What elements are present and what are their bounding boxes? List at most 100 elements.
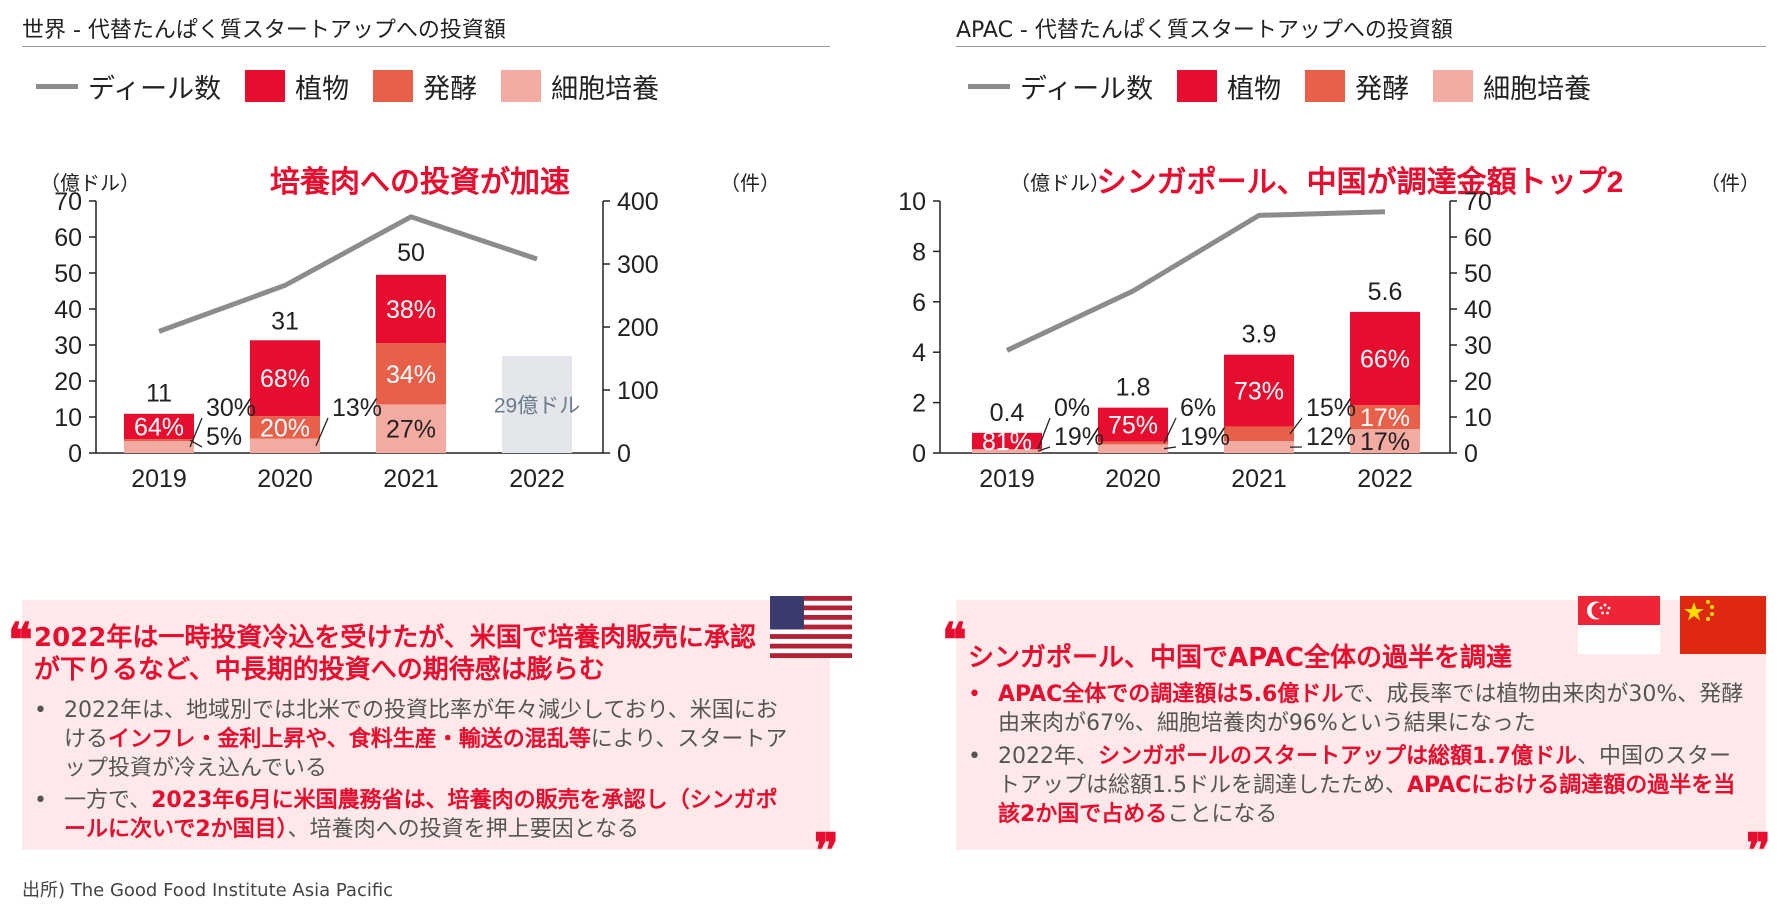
- left-bar-segment: [376, 404, 446, 453]
- right-b2-text-c: 、中国のスタートアップは総額1.5ドルを調達したため、: [998, 744, 1731, 798]
- left-ytick-left-label: 0: [68, 440, 82, 468]
- legend-ferment-swatch: [1305, 70, 1346, 102]
- right-bar-segment: [972, 432, 1042, 450]
- left-open-quote: ❞: [8, 593, 33, 647]
- left-ytick-right-label: 400: [617, 188, 659, 216]
- right-b2-text-d: APACにおける調達額の過半を当該2か国で占める: [998, 773, 1736, 827]
- right-xtick-label: 2019: [979, 465, 1035, 493]
- left-note: [22, 600, 830, 850]
- right-bar-segment: [1224, 354, 1294, 427]
- right-bar-percent-label: 19%: [1054, 423, 1104, 451]
- left-bar-percent-label: 5%: [206, 423, 242, 451]
- right-bar-segment: [1098, 407, 1168, 442]
- bullet-dot: •: [34, 788, 47, 813]
- right-ytick-right-label: 0: [1464, 440, 1478, 468]
- source-note: 出所) The Good Food Institute Asia Pacific: [22, 880, 394, 901]
- left-b1-text-c: により、スタートアップ投資が冷え込んでいる: [64, 727, 788, 781]
- left-b1-text-b: インフレ・金利上昇や、食料生産・輸送の混乱等: [108, 727, 591, 752]
- right-bar-percent-label: 75%: [1108, 412, 1158, 440]
- left-chart: （億ドル） 培養肉への投資が加速 （件） 0 10 20 30 40 50 60 70 0 100…: [40, 165, 780, 493]
- left-note-headline: 2022年は一時投資冷込を受けたが、米国で培養肉販売に承認が下りるなど、中長期的…: [34, 623, 756, 685]
- right-ytick-right-label: 10: [1464, 404, 1492, 432]
- left-bar-percent-label: 27%: [386, 416, 436, 444]
- right-header: APAC - 代替たんぱく質スタートアップへの投資額: [956, 18, 1453, 43]
- left-bar-total-label: 31: [271, 307, 299, 335]
- right-bar-percent-label: 81%: [982, 428, 1032, 456]
- left-bar-total-label: 50: [397, 239, 425, 267]
- legend-cell-label: 細胞培養: [551, 73, 660, 105]
- left-bar-percent-label: 30%: [206, 394, 256, 422]
- left-bar-segment: [124, 413, 194, 440]
- left-bar-percent-label: 64%: [134, 413, 184, 441]
- right-chart-title: シンガポール、中国が調達金額トップ2: [1097, 165, 1624, 199]
- right-xtick-label: 2020: [1105, 465, 1161, 493]
- left-bar-segment: [250, 340, 320, 417]
- left-ytick-right-label: 0: [617, 440, 631, 468]
- right-bar-segment: [1350, 405, 1420, 430]
- right-note-bullet-1: • APAC全体での調達額は5.6億ドルで、成長率では植物由来肉が30%、発酵由…: [968, 680, 1748, 738]
- right-y-unit-left: （億ドル）: [1010, 172, 1110, 195]
- us-flag-svg: [770, 596, 852, 658]
- left-bar-segment: [124, 439, 194, 442]
- left-bar-total-label: 11: [146, 379, 172, 407]
- right-bar-segment: [972, 449, 1042, 453]
- left-b2-text-b: 2023年6月に米国農務省は、培養肉の販売を承認し（シンガポールに次いで2か国目…: [64, 788, 778, 842]
- bullet-dot: •: [968, 682, 981, 707]
- right-note-bullet-2: • 2022年、シンガポールのスタートアップは総額1.7億ドル、中国のスタートア…: [968, 742, 1748, 829]
- right-ytick-right-label: 50: [1464, 260, 1492, 288]
- legend-cell-label: 細胞培養: [1483, 73, 1592, 105]
- left-ytick-left-label: 70: [54, 188, 82, 216]
- legend-cell-swatch: [501, 70, 542, 102]
- left-xtick-label: 2021: [383, 465, 439, 493]
- legend-deal-line: [36, 83, 78, 89]
- right-note-headline: シンガポール、中国でAPAC全体の過半を調達: [968, 643, 1512, 673]
- left-header: 世界 - 代替たんぱく質スタートアップへの投資額: [22, 18, 506, 43]
- right-bar-segment: [1224, 441, 1294, 453]
- right-bar-total-label: 0.4: [990, 399, 1025, 427]
- left-ytick-right-label: 300: [617, 251, 659, 279]
- right-open-quote: ❞: [942, 593, 967, 647]
- left-ytick-left-label: 20: [54, 368, 82, 396]
- left-callout-line: [315, 417, 329, 447]
- left-bar-percent-label: 20%: [260, 414, 310, 442]
- right-bar-segment: [1224, 426, 1294, 442]
- left-ytick-right-label: 200: [617, 314, 659, 342]
- legend-deal-line: [968, 83, 1010, 89]
- left-deal-count-line: [158, 214, 538, 334]
- us-flag-icon: [770, 596, 852, 658]
- right-bar-percent-label: 6%: [1180, 394, 1216, 422]
- left-legend: ディール数 植物 発酵 細胞培養: [36, 66, 675, 106]
- left-placeholder-label: 29億ドル: [494, 394, 580, 417]
- right-ytick-left-label: 10: [898, 188, 926, 216]
- right-ytick-left-label: 0: [912, 440, 926, 468]
- right-bar-percent-label: 73%: [1234, 378, 1284, 406]
- legend-ferment-swatch: [373, 70, 414, 102]
- left-xtick-label: 2022: [509, 465, 565, 493]
- right-bar-percent-label: 66%: [1360, 345, 1410, 373]
- left-bar-segment: [376, 343, 446, 405]
- left-ytick-left-label: 30: [54, 332, 82, 360]
- right-b2-text-e: ことになる: [1167, 802, 1278, 827]
- legend-plant-swatch: [1177, 70, 1218, 102]
- right-ytick-left-label: 4: [912, 339, 926, 367]
- right-callout-line: [1037, 446, 1051, 452]
- right-xtick-label: 2022: [1357, 465, 1413, 493]
- legend-deal-label: ディール数: [88, 73, 222, 105]
- right-ytick-left-label: 2: [912, 390, 926, 418]
- left-ytick-left-label: 50: [54, 260, 82, 288]
- right-bar-percent-label: 19%: [1180, 423, 1230, 451]
- right-close-quote: ❞: [1746, 823, 1771, 877]
- bullet-dot: •: [968, 744, 981, 769]
- left-b2-text-a: 一方で、: [64, 788, 152, 813]
- legend-deal-label: ディール数: [1020, 73, 1154, 105]
- left-bar-segment: [250, 438, 320, 453]
- singapore-flag-icon: [1578, 596, 1660, 654]
- left-b2-text-c: 、培養肉への投資を押上要因となる: [287, 817, 639, 842]
- right-callout-line: [1163, 446, 1177, 450]
- right-xtick-label: 2021: [1231, 465, 1287, 493]
- right-bar-total-label: 5.6: [1368, 278, 1403, 306]
- left-header-rule: [22, 46, 830, 47]
- left-bar-percent-label: 13%: [332, 394, 382, 422]
- right-bar-total-label: 3.9: [1242, 321, 1277, 349]
- right-bar-percent-label: 17%: [1360, 428, 1410, 456]
